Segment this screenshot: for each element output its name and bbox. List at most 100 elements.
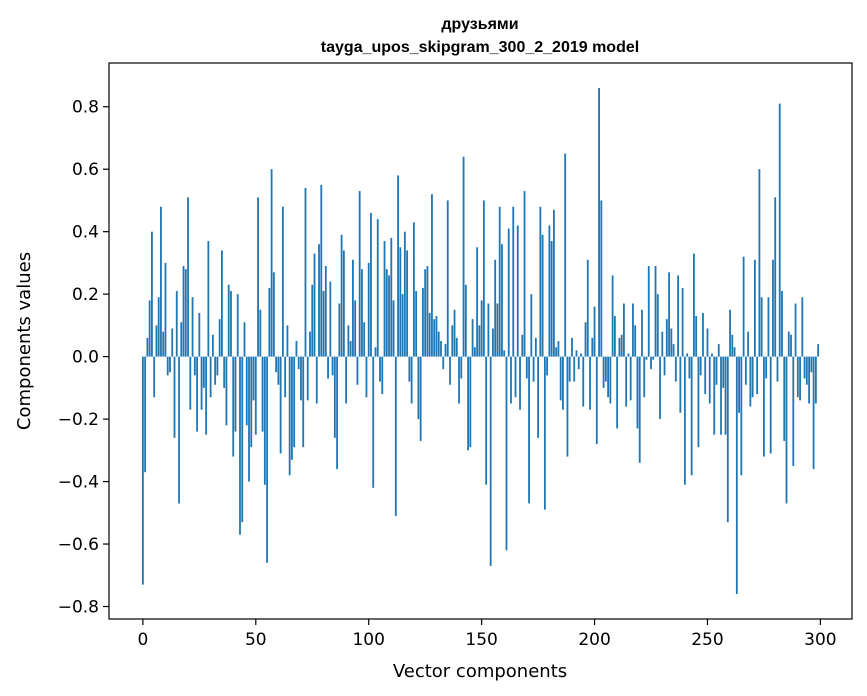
- bar-96: [358, 191, 361, 357]
- x-tick-label: 200: [578, 630, 610, 650]
- bar-227: [654, 266, 657, 357]
- bar-290: [796, 356, 799, 398]
- bar-82: [327, 356, 329, 379]
- bar-214: [625, 356, 628, 407]
- bar-189: [568, 356, 571, 382]
- bar-157: [496, 303, 499, 357]
- bar-257: [722, 356, 725, 388]
- bar-86: [336, 356, 338, 470]
- bar-125: [424, 269, 427, 357]
- bar-17: [180, 322, 183, 357]
- bar-81: [324, 266, 327, 357]
- bar-99: [365, 356, 368, 398]
- bar-148: [476, 247, 479, 357]
- bar-263: [735, 356, 738, 595]
- bar-137: [451, 325, 454, 357]
- bar-230: [661, 331, 664, 357]
- bar-144: [467, 356, 469, 451]
- bar-140: [458, 356, 460, 404]
- bar-95: [356, 356, 359, 385]
- bar-187: [564, 153, 567, 357]
- bar-150: [480, 300, 483, 357]
- bar-34: [218, 319, 221, 357]
- bar-29: [207, 241, 210, 357]
- bar-169: [523, 191, 526, 357]
- bar-62: [281, 206, 284, 357]
- bar-248: [702, 312, 704, 357]
- bar-171: [528, 356, 530, 504]
- bar-40: [232, 356, 235, 457]
- bar-90: [345, 356, 348, 404]
- bar-190: [571, 337, 573, 357]
- bar-77: [315, 356, 318, 404]
- bar-11: [166, 356, 169, 376]
- bar-173: [532, 356, 535, 382]
- bar-131: [437, 331, 440, 357]
- bar-98: [363, 322, 366, 357]
- bar-117: [406, 250, 409, 357]
- bar-31: [211, 334, 214, 357]
- bar-166: [516, 225, 519, 357]
- bar-188: [566, 356, 569, 457]
- bar-284: [783, 356, 786, 441]
- bar-4: [151, 231, 153, 357]
- bar-296: [810, 356, 813, 373]
- bar-281: [776, 356, 779, 382]
- bar-202: [598, 87, 600, 357]
- bar-19: [184, 269, 187, 357]
- bar-108: [385, 269, 388, 357]
- x-tick-label: 50: [245, 630, 267, 650]
- bar-201: [595, 356, 598, 445]
- bar-103: [374, 347, 377, 357]
- bar-262: [733, 347, 736, 357]
- bar-222: [643, 356, 646, 398]
- bar-50: [254, 356, 257, 435]
- bar-12: [169, 356, 171, 373]
- bar-2: [146, 337, 149, 357]
- chart-title: друзьями: [441, 16, 518, 33]
- bar-25: [198, 312, 201, 357]
- bar-200: [593, 306, 596, 357]
- bar-229: [659, 356, 661, 420]
- bar-126: [426, 266, 429, 357]
- bar-208: [611, 275, 614, 357]
- y-tick-label: −0.6: [58, 535, 99, 555]
- bar-289: [794, 303, 797, 357]
- bar-93: [352, 259, 354, 357]
- bar-154: [489, 356, 492, 566]
- bar-55: [266, 356, 268, 563]
- y-axis-label: Components values: [14, 252, 35, 430]
- bar-28: [205, 356, 208, 435]
- bar-269: [749, 356, 752, 407]
- bar-72: [304, 187, 307, 357]
- bar-206: [607, 356, 609, 398]
- bar-68: [295, 341, 298, 357]
- bar-27: [202, 356, 205, 388]
- bar-132: [440, 341, 442, 357]
- bar-176: [539, 206, 542, 357]
- bar-80: [322, 291, 325, 357]
- bar-221: [641, 309, 643, 357]
- y-tick-label: −0.4: [58, 473, 99, 493]
- bar-213: [623, 303, 625, 357]
- bar-204: [602, 356, 605, 388]
- bar-102: [372, 356, 375, 488]
- bar-278: [769, 356, 772, 454]
- bar-35: [221, 250, 223, 357]
- bar-186: [562, 356, 564, 410]
- bar-45: [243, 322, 246, 357]
- chart-subtitle: tayga_upos_skipgram_300_2_2019 model: [321, 39, 639, 56]
- bar-5: [153, 356, 156, 398]
- bar-112: [394, 356, 397, 516]
- bar-116: [403, 231, 406, 357]
- bar-127: [428, 312, 431, 357]
- bar-159: [501, 244, 503, 357]
- bar-84: [331, 356, 334, 376]
- bar-172: [530, 294, 533, 357]
- bar-51: [257, 197, 259, 357]
- bar-65: [288, 356, 291, 476]
- bar-285: [785, 356, 788, 504]
- bar-114: [399, 247, 402, 357]
- bar-52: [259, 309, 262, 357]
